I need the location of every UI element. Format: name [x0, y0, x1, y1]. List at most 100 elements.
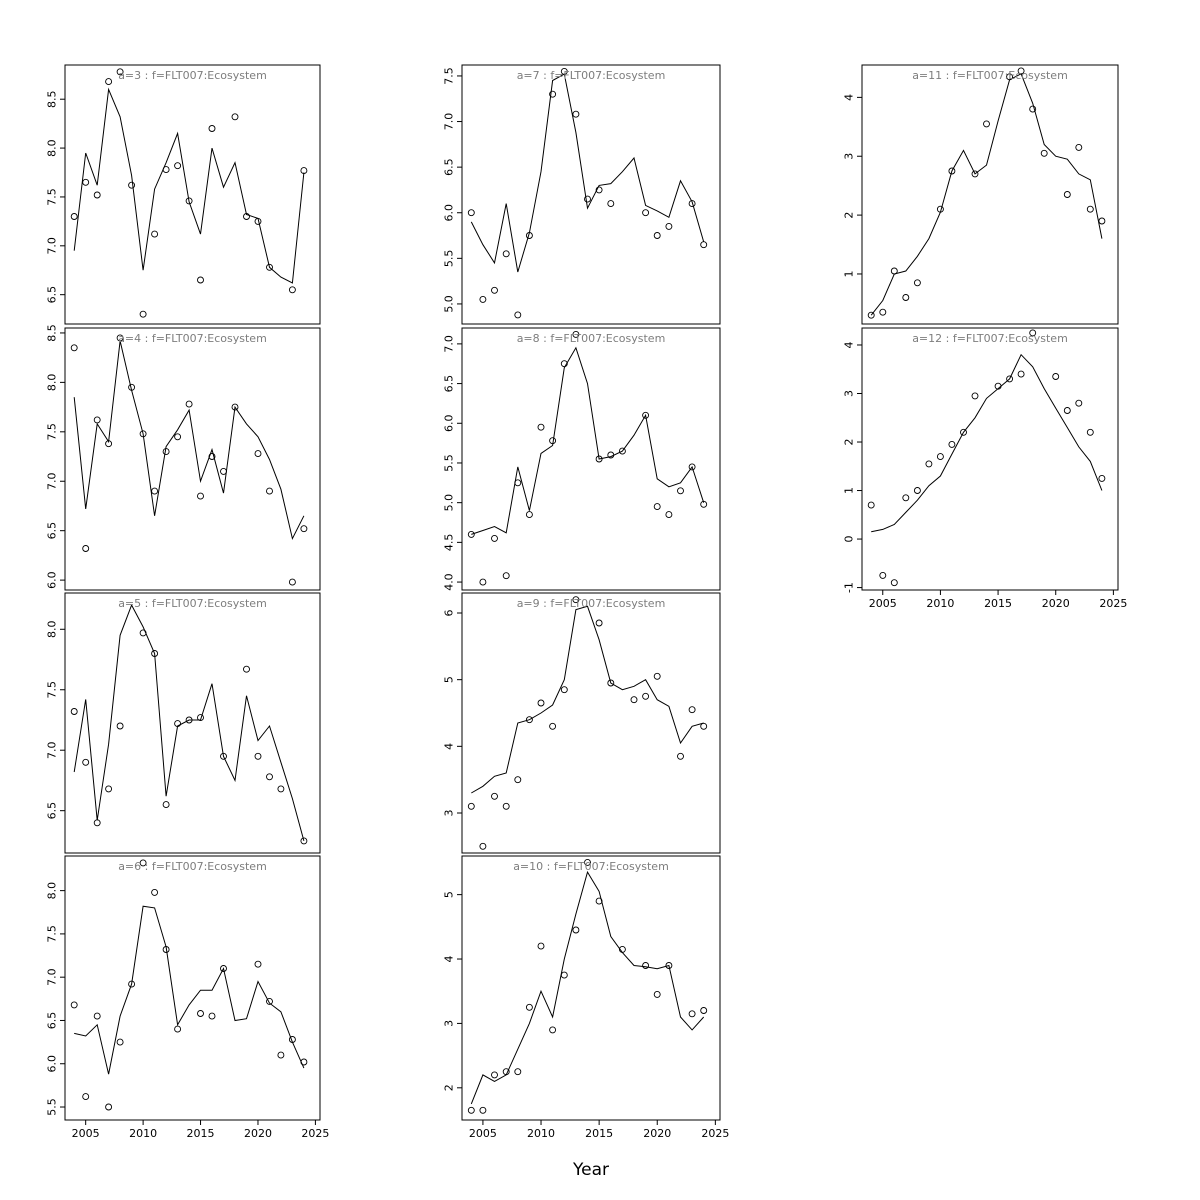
- data-point: [525, 232, 533, 239]
- y-tick-label: 6.5: [46, 1012, 59, 1029]
- data-point: [879, 308, 887, 316]
- data-point: [277, 785, 285, 793]
- data-point: [197, 1010, 204, 1017]
- y-axis: 5.5 6.0 6.5 7.0 7.5 8.0: [46, 882, 65, 1116]
- panel-title: a=11 : f=FLT007:Ecosystem: [912, 69, 1068, 82]
- y-tick-label: 7.5: [46, 925, 59, 943]
- panel-border: [64, 592, 321, 854]
- data-point: [82, 1093, 90, 1101]
- data-point: [93, 819, 101, 827]
- data-point: [1017, 370, 1025, 378]
- fit-line: [73, 340, 305, 541]
- data-point: [105, 785, 113, 793]
- data-point: [537, 699, 545, 707]
- data-point: [514, 311, 522, 319]
- obs-points: [70, 859, 308, 1111]
- data-point: [220, 965, 227, 972]
- fit-line: [74, 905, 305, 1075]
- data-point: [162, 946, 170, 953]
- data-point: [665, 962, 673, 969]
- x-tick-label: 2005: [72, 1127, 100, 1140]
- panel-a6: 5.5 6.0 6.5 7.0 7.5 8.0 2005 2010 2015 2020 2025 a=…: [46, 855, 329, 1140]
- fit-line: [470, 73, 705, 273]
- data-point: [288, 578, 296, 586]
- panel-title: a=4 : f=FLT007:Ecosystem: [118, 332, 267, 345]
- panel-title: a=6 : f=FLT007:Ecosystem: [118, 860, 267, 873]
- data-point: [902, 494, 910, 502]
- data-point: [479, 578, 487, 586]
- y-tick-label: 6.5: [46, 522, 59, 540]
- data-point: [254, 450, 262, 458]
- data-point: [925, 460, 933, 468]
- y-tick-label: 3: [443, 1020, 456, 1027]
- data-point: [677, 487, 684, 495]
- panel-a7: 5.0 5.5 6.0 6.5 7.0 7.5 a=7 : f=FLT007:Ecosyst…: [443, 64, 721, 325]
- y-tick-label: 6: [443, 610, 456, 617]
- y-axis: 6.5 7.0 7.5 8.0 8.5: [46, 90, 65, 303]
- data-point: [572, 926, 580, 934]
- data-point: [300, 837, 308, 845]
- data-point: [665, 222, 673, 230]
- x-tick-label: 2005: [469, 1127, 497, 1140]
- data-point: [151, 230, 159, 238]
- data-point: [300, 1058, 308, 1066]
- y-tick-label: 4.5: [443, 534, 456, 552]
- data-point: [139, 310, 147, 318]
- data-point: [82, 178, 90, 186]
- y-tick-label: 6.5: [46, 286, 59, 304]
- data-point: [890, 579, 898, 587]
- data-point: [139, 629, 147, 637]
- data-point: [82, 758, 90, 766]
- y-tick-label: 3: [443, 810, 456, 817]
- data-point: [266, 773, 273, 781]
- fit-line: [73, 603, 305, 842]
- x-tick-label: 2015: [187, 1127, 215, 1140]
- y-tick-label: 1: [843, 270, 856, 277]
- data-point: [1006, 375, 1014, 383]
- data-point: [560, 360, 568, 368]
- data-point: [630, 696, 638, 704]
- x-axis: 2005 2010 2015 2020 2025: [72, 1120, 329, 1140]
- data-point: [618, 447, 626, 455]
- data-point: [642, 962, 650, 969]
- data-point: [1063, 191, 1071, 198]
- y-tick-label: 4: [843, 341, 856, 348]
- data-point: [467, 530, 475, 538]
- y-tick-label: 3: [843, 390, 856, 397]
- x-tick-label: 2020: [643, 1127, 671, 1140]
- obs-points: [70, 334, 308, 586]
- data-point: [1086, 428, 1094, 436]
- y-tick-label: 8.0: [46, 139, 59, 157]
- y-tick-label: 6.0: [46, 571, 59, 589]
- data-point: [700, 1007, 708, 1014]
- data-point: [197, 276, 204, 284]
- data-point: [994, 382, 1002, 390]
- data-point: [549, 437, 557, 445]
- data-point: [185, 400, 193, 408]
- data-point: [537, 942, 545, 950]
- y-tick-label: 7.0: [443, 335, 456, 353]
- panel-a3: 6.5 7.0 7.5 8.0 8.5 a=3 : f=FLT007:Ecosystem: [46, 64, 321, 325]
- data-point: [208, 125, 216, 132]
- data-point: [595, 897, 603, 905]
- data-point: [1006, 73, 1014, 81]
- data-point: [116, 1038, 124, 1046]
- panel-a8: 4.0 4.5 5.0 5.5 6.0 6.5 7.0 a=8 : f=FLT007:Ecos…: [443, 327, 721, 591]
- data-point: [243, 213, 250, 220]
- panel-title: a=9 : f=FLT007:Ecosystem: [517, 597, 666, 610]
- fit-line: [470, 870, 705, 1105]
- data-point: [197, 492, 204, 500]
- data-point: [139, 859, 147, 867]
- data-point: [300, 525, 308, 533]
- x-tick-label: 2020: [1042, 597, 1070, 610]
- y-tick-label: 8.0: [46, 882, 59, 900]
- data-point: [549, 1026, 557, 1034]
- y-tick-label: 5.0: [443, 494, 456, 512]
- data-point: [162, 166, 170, 174]
- data-point: [514, 1068, 522, 1076]
- x-tick-label: 2010: [129, 1127, 157, 1140]
- data-point: [70, 213, 78, 220]
- data-point: [491, 286, 498, 294]
